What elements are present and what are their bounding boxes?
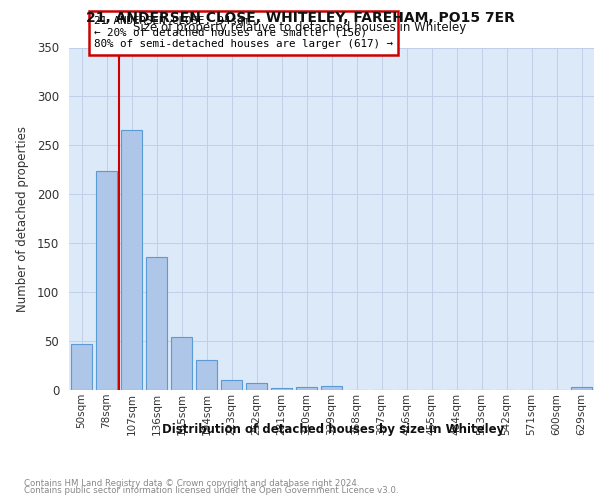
Bar xyxy=(146,257,167,390)
Bar xyxy=(71,344,92,390)
Bar xyxy=(271,388,292,390)
Bar xyxy=(246,383,267,390)
Bar xyxy=(171,337,192,390)
Text: Contains public sector information licensed under the Open Government Licence v3: Contains public sector information licen… xyxy=(24,486,398,495)
Text: 21 ANDERSEN CLOSE: 94sqm
← 20% of detached houses are smaller (156)
80% of semi-: 21 ANDERSEN CLOSE: 94sqm ← 20% of detach… xyxy=(94,16,393,50)
Bar xyxy=(296,387,317,390)
Bar xyxy=(221,380,242,390)
Text: Size of property relative to detached houses in Whiteley: Size of property relative to detached ho… xyxy=(133,22,467,35)
Bar xyxy=(96,171,117,390)
Text: Contains HM Land Registry data © Crown copyright and database right 2024.: Contains HM Land Registry data © Crown c… xyxy=(24,478,359,488)
Text: Distribution of detached houses by size in Whiteley: Distribution of detached houses by size … xyxy=(162,422,504,436)
Text: 21, ANDERSEN CLOSE, WHITELEY, FAREHAM, PO15 7ER: 21, ANDERSEN CLOSE, WHITELEY, FAREHAM, P… xyxy=(86,11,514,25)
Bar xyxy=(121,130,142,390)
Bar xyxy=(571,387,592,390)
Bar xyxy=(321,386,342,390)
Bar xyxy=(196,360,217,390)
Y-axis label: Number of detached properties: Number of detached properties xyxy=(16,126,29,312)
